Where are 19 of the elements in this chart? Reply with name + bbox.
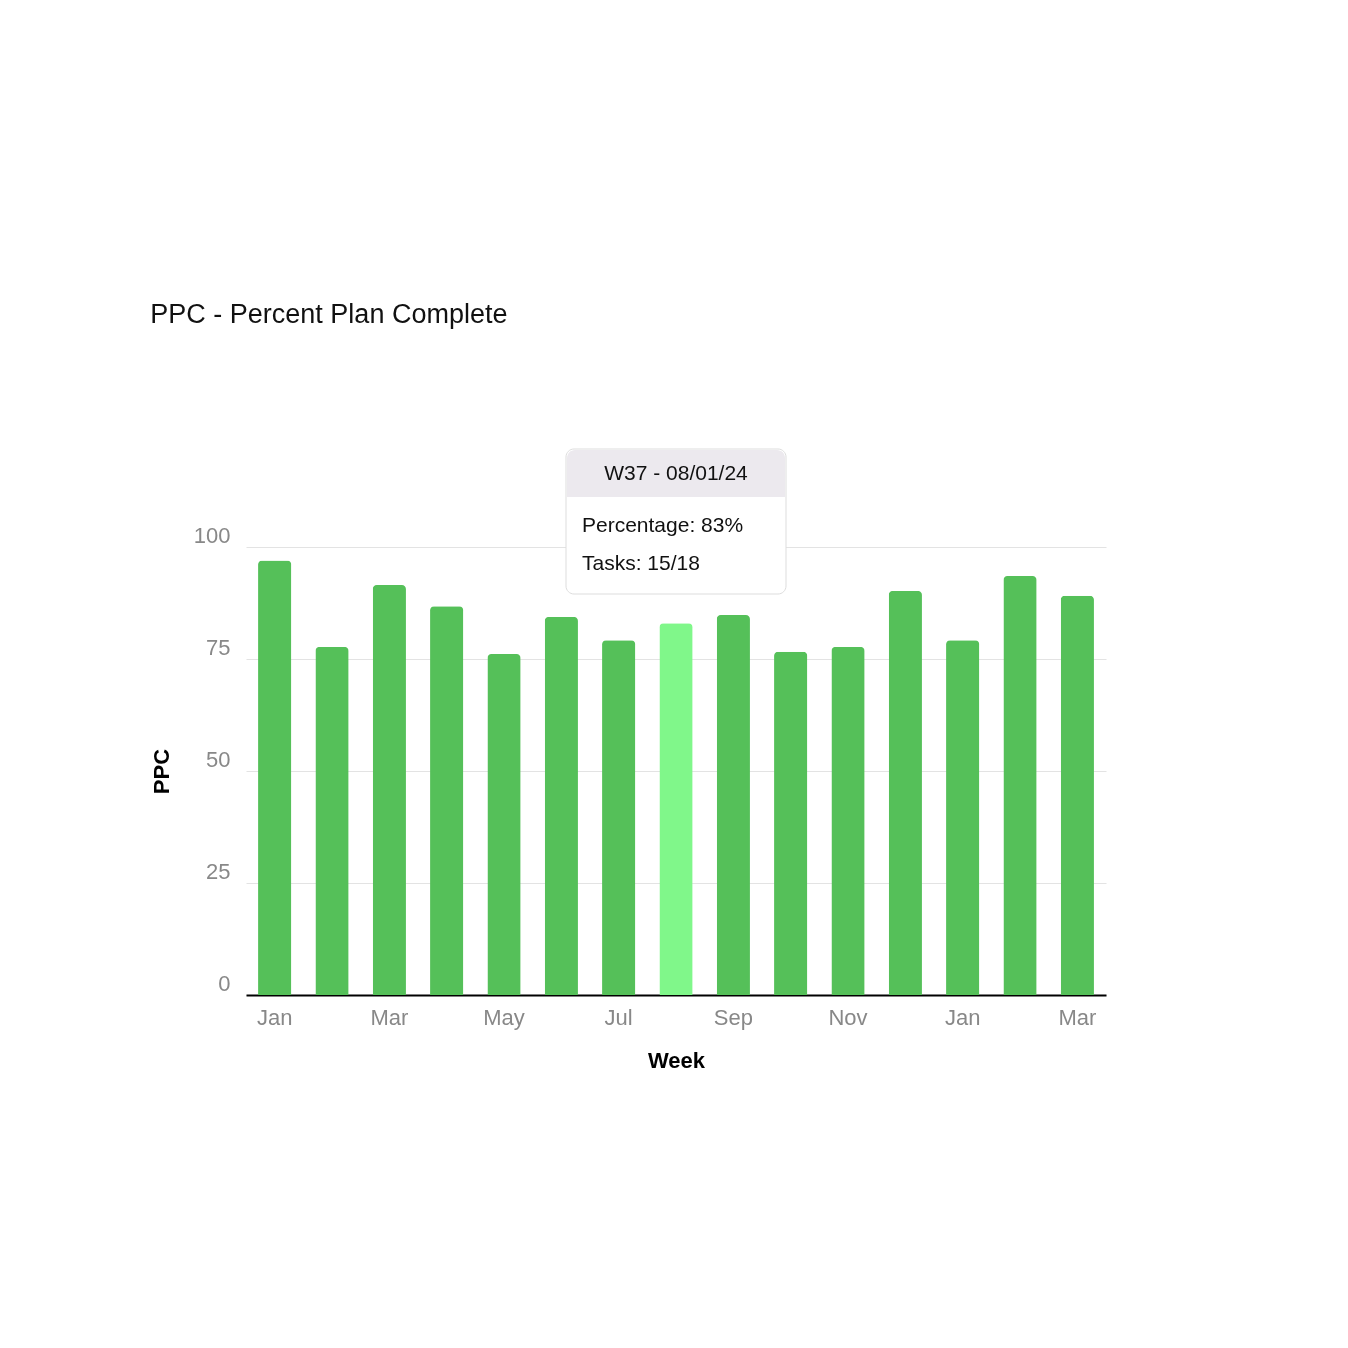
x-tick-label: Mar: [1058, 1004, 1097, 1030]
y-tick-label: 100: [193, 522, 231, 548]
x-tick-label: Jan: [944, 1004, 981, 1030]
y-tick-label: 50: [206, 746, 231, 772]
y-tick-label: 75: [206, 634, 231, 660]
x-tick-label: Jul: [604, 1004, 633, 1030]
chart-title: PPC - Percent Plan Complete: [150, 298, 508, 329]
y-tick-label: 25: [206, 858, 231, 884]
y-tick-label: 0: [218, 970, 231, 996]
annotation: Tasks: 15/18: [582, 551, 700, 574]
text: Percentage: 83%: [582, 513, 744, 536]
x-tick-label: Nov: [828, 1004, 868, 1030]
x-axis-title: Week: [647, 1047, 706, 1073]
text: W37 - 08/01/24: [604, 461, 749, 484]
y-axis-title: PPC: [148, 748, 174, 795]
x-tick-label: May: [483, 1004, 525, 1030]
x-tick-label: Mar: [370, 1004, 409, 1030]
x-tick-label: Jan: [256, 1004, 293, 1030]
x-tick-label: Sep: [713, 1004, 753, 1030]
